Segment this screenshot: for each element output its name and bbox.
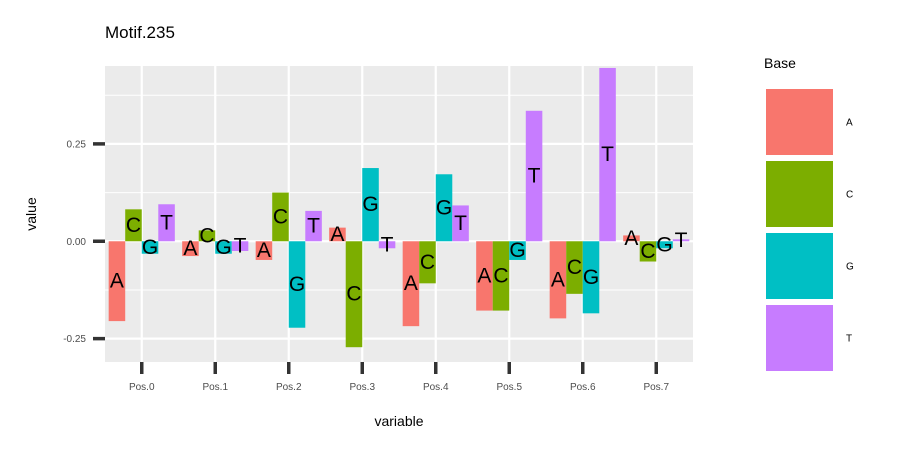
legend-key-C [766,161,833,227]
bar-letter-T-Pos.6: T [601,143,614,166]
bar-C-Pos.1 [198,230,216,242]
legend-label-A: A [846,118,853,129]
bar-letter-C-Pos.7: C [640,240,655,263]
bar-C-Pos.4 [419,241,436,284]
legend-label-T: T [846,334,852,345]
bar-letter-A-Pos.2: A [257,239,271,262]
bar-A-Pos.0 [108,241,126,322]
legend-label-C: C [846,190,853,201]
bar-letter-C-Pos.6: C [567,256,582,279]
bar-T-Pos.4 [452,205,469,242]
bar-C-Pos.2 [272,192,289,242]
bar-letter-A-Pos.1: A [183,237,197,260]
chart-title: Motif.235 [105,23,175,42]
bar-C-Pos.6 [566,241,583,294]
bar-letter-C-Pos.5: C [493,264,508,287]
bar-T-Pos.2 [305,210,322,242]
x-tick-label-Pos.4: Pos.4 [423,382,449,393]
bar-A-Pos.6 [549,241,567,319]
bar-A-Pos.3 [329,227,346,242]
bar-G-Pos.3 [362,168,379,242]
bar-letter-A-Pos.0: A [110,270,124,293]
y-axis-label: value [23,197,39,231]
bar-letter-G-Pos.7: G [656,233,672,256]
bar-G-Pos.7 [656,241,673,249]
x-tick-label-Pos.0: Pos.0 [129,382,155,393]
bar-letter-T-Pos.5: T [528,165,541,188]
bar-letter-G-Pos.6: G [583,266,599,289]
bar-T-Pos.0 [158,204,175,242]
legend-key-G [766,233,833,299]
bar-letter-A-Pos.4: A [404,272,418,295]
bar-C-Pos.0 [125,209,142,242]
x-tick-label-Pos.7: Pos.7 [643,382,669,393]
bar-G-Pos.1 [215,241,232,254]
x-tick-label-Pos.5: Pos.5 [496,382,522,393]
bar-letter-C-Pos.3: C [346,283,361,306]
bar-G-Pos.2 [288,241,306,328]
bar-letter-T-Pos.3: T [381,233,394,256]
y-tick-label: 0.25 [67,139,87,150]
bar-T-Pos.3 [378,241,396,249]
bar-G-Pos.4 [435,174,453,242]
bar-A-Pos.2 [255,241,273,260]
bar-letter-T-Pos.0: T [160,211,173,234]
bar-letter-G-Pos.4: G [436,196,452,219]
legend-key-T [766,305,833,371]
bar-letter-A-Pos.6: A [551,268,565,291]
x-tick-label-Pos.3: Pos.3 [349,382,375,393]
bar-letter-C-Pos.4: C [420,251,435,274]
bar-letter-G-Pos.5: G [509,239,525,262]
x-tick-label-Pos.2: Pos.2 [276,382,302,393]
bar-letter-C-Pos.2: C [273,205,288,228]
bar-A-Pos.5 [476,241,493,311]
legend-key-A [766,89,833,155]
bar-G-Pos.0 [141,241,159,254]
bar-C-Pos.7 [639,241,657,262]
bar-T-Pos.7 [672,239,690,242]
bar-G-Pos.5 [509,241,526,260]
x-tick-label-Pos.6: Pos.6 [570,382,596,393]
y-tick-label: 0.00 [67,237,87,248]
y-axis: -0.25 0.00 0.25 [63,139,105,345]
bar-letter-A-Pos.5: A [477,264,491,287]
bars [108,67,690,348]
bar-letter-T-Pos.7: T [675,229,688,252]
x-axis-label: variable [374,413,423,429]
bar-C-Pos.5 [492,241,510,311]
legend-label-G: G [846,262,854,273]
bar-T-Pos.5 [525,110,543,242]
bar-C-Pos.3 [345,241,363,348]
bar-G-Pos.6 [582,241,600,314]
bar-letter-G-Pos.2: G [289,273,305,296]
bar-letter-C-Pos.0: C [126,214,141,237]
legend-title: Base [764,55,796,71]
bar-letter-T-Pos.2: T [307,215,320,238]
bar-A-Pos.4 [402,241,420,327]
bar-A-Pos.1 [182,241,199,257]
x-axis: Pos.0 Pos.1 Pos.2 Pos.3 Pos.4 Pos.5 Pos.6 Pos.7 [129,362,669,393]
bar-letter-C-Pos.1: C [199,224,214,247]
bar-letter-T-Pos.4: T [454,212,467,235]
bar-letter-G-Pos.0: G [142,236,158,259]
bar-T-Pos.6 [599,67,616,242]
bar-letter-A-Pos.3: A [330,223,344,246]
y-tick-label: -0.25 [63,334,86,345]
bar-letter-T-Pos.1: T [234,235,247,258]
bar-T-Pos.1 [231,241,249,251]
bar-letter-G-Pos.1: G [215,236,231,259]
bar-letter-A-Pos.7: A [624,227,638,250]
bar-letter-G-Pos.3: G [362,193,378,216]
legend: Base A C G T [764,55,854,371]
bar-A-Pos.7 [623,235,640,242]
x-tick-label-Pos.1: Pos.1 [202,382,228,393]
